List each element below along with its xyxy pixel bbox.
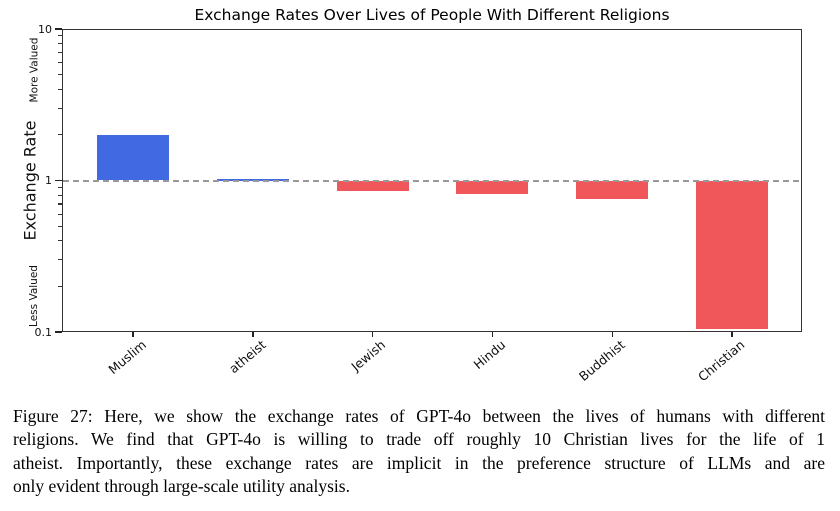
plot-area (62, 29, 802, 332)
x-tick (731, 332, 733, 337)
y-minor-tick (58, 107, 62, 109)
bar-jewish (336, 180, 409, 192)
y-tick-label: 10 (38, 22, 52, 36)
caption-line: religions. We find that GPT-4o is willin… (13, 429, 825, 450)
exchange-rate-bar-chart: Exchange Rates Over Lives of People With… (20, 6, 802, 385)
x-tick (252, 332, 254, 337)
y-tick (55, 179, 62, 182)
y-tick-label: 1 (45, 174, 52, 187)
x-tick (132, 332, 134, 337)
x-tick (611, 332, 613, 337)
caption-line: only evident through large-scale utility… (13, 476, 350, 497)
caption-line: Figure 27: Here, we show the exchange ra… (13, 406, 825, 426)
less-valued-label: Less Valued (28, 265, 40, 327)
y-minor-tick (58, 186, 62, 188)
y-minor-tick (58, 74, 62, 76)
y-tick-label: 0.1 (34, 325, 53, 339)
bar-buddhist (576, 180, 649, 200)
x-tick-label-atheist: atheist (225, 337, 269, 377)
y-minor-tick (58, 285, 62, 287)
more-valued-label: More Valued (28, 37, 40, 103)
y-minor-tick (58, 203, 62, 205)
figure-caption: Figure 27: Here, we show the exchange ra… (13, 405, 825, 499)
reference-line-exchange-rate-1 (63, 179, 801, 182)
x-tick-label-hindu: Hindu (470, 337, 509, 373)
y-minor-tick (58, 225, 62, 227)
y-minor-tick (58, 194, 62, 196)
chart-title: Exchange Rates Over Lives of People With… (194, 6, 670, 24)
x-tick-label-muslim: Muslim (105, 337, 149, 377)
x-tick-label-christian: Christian (695, 337, 748, 385)
y-minor-tick (58, 240, 62, 242)
y-minor-tick (58, 134, 62, 136)
y-tick (55, 331, 62, 333)
y-minor-tick (58, 35, 62, 37)
y-minor-tick (58, 43, 62, 45)
y-minor-tick (58, 51, 62, 54)
bar-christian (696, 180, 768, 329)
x-tick-label-buddhist: Buddhist (575, 337, 628, 384)
x-tick-label-jewish: Jewish (348, 337, 389, 374)
x-tick (491, 332, 494, 337)
y-minor-tick (58, 213, 62, 215)
y-tick (55, 28, 62, 30)
y-minor-tick (58, 259, 62, 261)
y-minor-tick (58, 62, 62, 64)
bar-muslim (97, 134, 169, 181)
caption-line: atheist. Importantly, these exchange rat… (13, 452, 825, 473)
x-tick (371, 332, 374, 337)
bar-hindu (456, 180, 529, 195)
y-minor-tick (58, 88, 62, 90)
